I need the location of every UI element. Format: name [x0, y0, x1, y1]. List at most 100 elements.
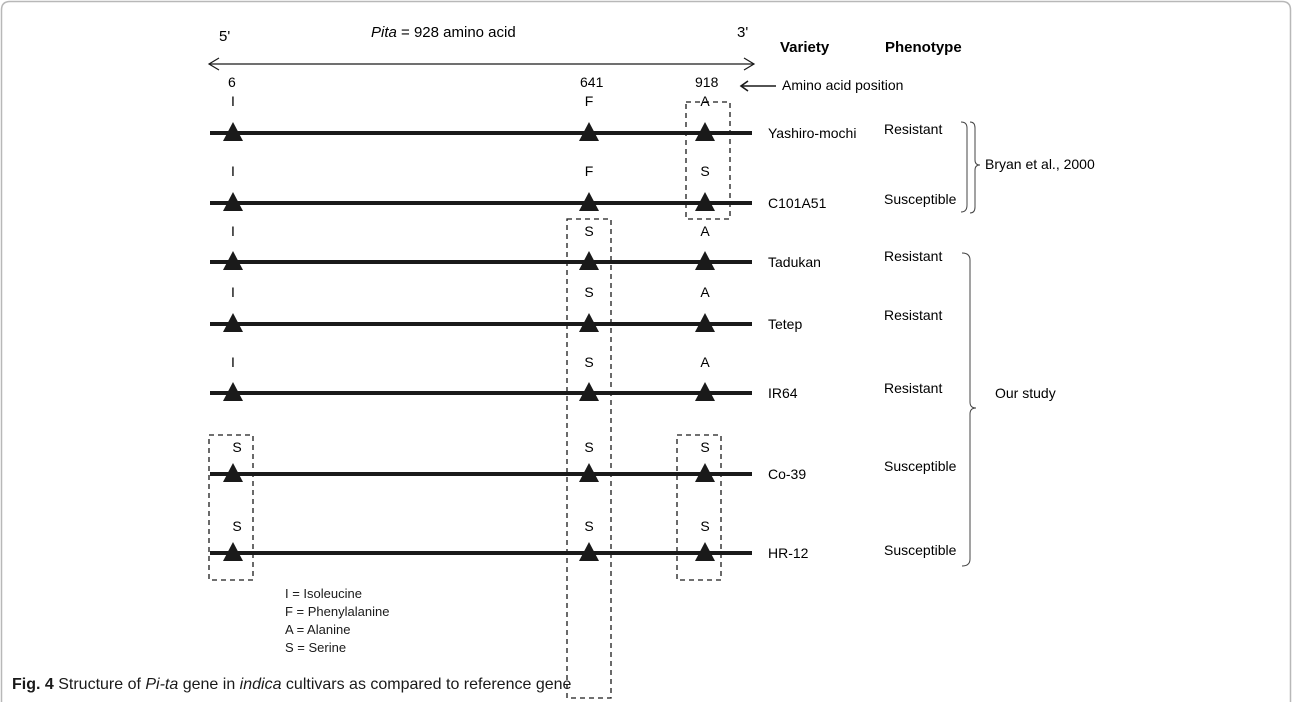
- variety-row: S S S HR-12 Susceptible: [210, 518, 957, 561]
- residue-label: S: [584, 439, 593, 455]
- gene-name: Pita: [371, 24, 397, 41]
- reference-group-label: Bryan et al., 2000: [985, 156, 1095, 172]
- residue-label: A: [700, 93, 710, 109]
- caption-label: Fig. 4: [12, 676, 54, 693]
- position-marker-triangle: [579, 122, 599, 141]
- position-marker-triangle: [579, 542, 599, 561]
- position-number: 918: [695, 74, 719, 90]
- variety-row: I S A IR64 Resistant: [210, 354, 942, 401]
- position-marker-triangle: [579, 192, 599, 211]
- residue-label: I: [231, 354, 235, 370]
- residue-label: S: [700, 439, 709, 455]
- position-number: 641: [580, 74, 604, 90]
- reference-group-brace: [969, 121, 981, 214]
- variety-name: Yashiro-mochi: [768, 125, 856, 141]
- residue-label: A: [700, 284, 710, 300]
- variety-rows: I F A Yashiro-mochi Resistant I F S C101A51 Susce…: [210, 93, 957, 561]
- caption-text: gene in: [178, 676, 240, 693]
- position-marker-triangle: [695, 313, 715, 332]
- position-marker-triangle: [223, 251, 243, 270]
- phenotype-label: Susceptible: [884, 458, 957, 474]
- variety-name: Tadukan: [768, 254, 821, 270]
- residue-label: F: [585, 93, 594, 109]
- variety-name: HR-12: [768, 545, 809, 561]
- residue-label: S: [584, 223, 593, 239]
- residue-label: S: [584, 284, 593, 300]
- position-pointer-arrow: [739, 80, 776, 92]
- position-marker-triangle: [223, 122, 243, 141]
- position-marker-triangle: [579, 251, 599, 270]
- reference-bracket: [960, 121, 968, 213]
- caption-text: Structure of: [53, 676, 146, 693]
- residue-label: S: [700, 163, 709, 179]
- position-marker-triangle: [695, 382, 715, 401]
- residue-label: S: [700, 518, 709, 534]
- highlight-boxes: [208, 101, 731, 699]
- gene-span-arrow: [207, 57, 756, 71]
- residue-label: S: [232, 439, 241, 455]
- residue-label: S: [232, 518, 241, 534]
- residue-label: I: [231, 284, 235, 300]
- position-marker-triangle: [579, 313, 599, 332]
- study-group-brace: [961, 252, 977, 567]
- highlight-box-918-susceptible: [676, 434, 722, 581]
- legend-item: I = Isoleucine: [285, 586, 362, 601]
- position-number: 6: [228, 74, 236, 90]
- study-group-label: Our study: [995, 385, 1056, 401]
- phenotype-heading: Phenotype: [885, 39, 962, 56]
- variety-row: S S S Co-39 Susceptible: [210, 439, 957, 482]
- highlight-box-918-reference: [685, 101, 731, 220]
- position-marker-triangle: [223, 542, 243, 561]
- residue-label: I: [231, 223, 235, 239]
- residue-label: A: [700, 223, 710, 239]
- position-marker-triangle: [695, 122, 715, 141]
- position-marker-triangle: [695, 463, 715, 482]
- phenotype-label: Resistant: [884, 380, 942, 396]
- variety-row: I S A Tadukan Resistant: [210, 223, 942, 270]
- residue-label: S: [584, 518, 593, 534]
- phenotype-label: Resistant: [884, 307, 942, 323]
- residue-label: I: [231, 163, 235, 179]
- variety-name: C101A51: [768, 195, 827, 211]
- phenotype-label: Resistant: [884, 121, 942, 137]
- position-marker-triangle: [695, 542, 715, 561]
- variety-row: I F S C101A51 Susceptible: [210, 163, 957, 211]
- position-marker-triangle: [223, 463, 243, 482]
- residue-label: I: [231, 93, 235, 109]
- caption-group: indica: [239, 676, 282, 693]
- three-prime-label: 3': [737, 24, 748, 41]
- legend-item: A = Alanine: [285, 622, 350, 637]
- phenotype-label: Resistant: [884, 248, 942, 264]
- variety-name: IR64: [768, 385, 798, 401]
- position-marker-triangle: [695, 251, 715, 270]
- gene-length: = 928 amino acid: [397, 24, 516, 41]
- residue-label: F: [585, 163, 594, 179]
- residue-label: S: [584, 354, 593, 370]
- position-marker-triangle: [223, 382, 243, 401]
- position-marker-triangle: [579, 382, 599, 401]
- amino-acid-position-label: Amino acid position: [782, 77, 903, 93]
- figure-caption: Fig. 4 Structure of Pi-ta gene in indica…: [12, 676, 571, 694]
- highlight-box-6-susceptible: [208, 434, 254, 581]
- position-marker-triangle: [223, 313, 243, 332]
- group-brackets: [960, 121, 981, 567]
- variety-row: I S A Tetep Resistant: [210, 284, 942, 332]
- phenotype-label: Susceptible: [884, 542, 957, 558]
- five-prime-label: 5': [219, 28, 230, 45]
- variety-heading: Variety: [780, 39, 830, 56]
- phenotype-label: Susceptible: [884, 191, 957, 207]
- position-marker-triangle: [695, 192, 715, 211]
- legend-item: S = Serine: [285, 640, 346, 655]
- legend-item: F = Phenylalanine: [285, 604, 389, 619]
- variety-name: Tetep: [768, 316, 802, 332]
- variety-name: Co-39: [768, 466, 806, 482]
- highlight-box-641-study: [566, 218, 612, 699]
- caption-gene: Pi-ta: [145, 676, 179, 693]
- position-marker-triangle: [223, 192, 243, 211]
- position-marker-triangle: [579, 463, 599, 482]
- caption-text: cultivars as compared to reference gene: [281, 676, 572, 693]
- residue-label: A: [700, 354, 710, 370]
